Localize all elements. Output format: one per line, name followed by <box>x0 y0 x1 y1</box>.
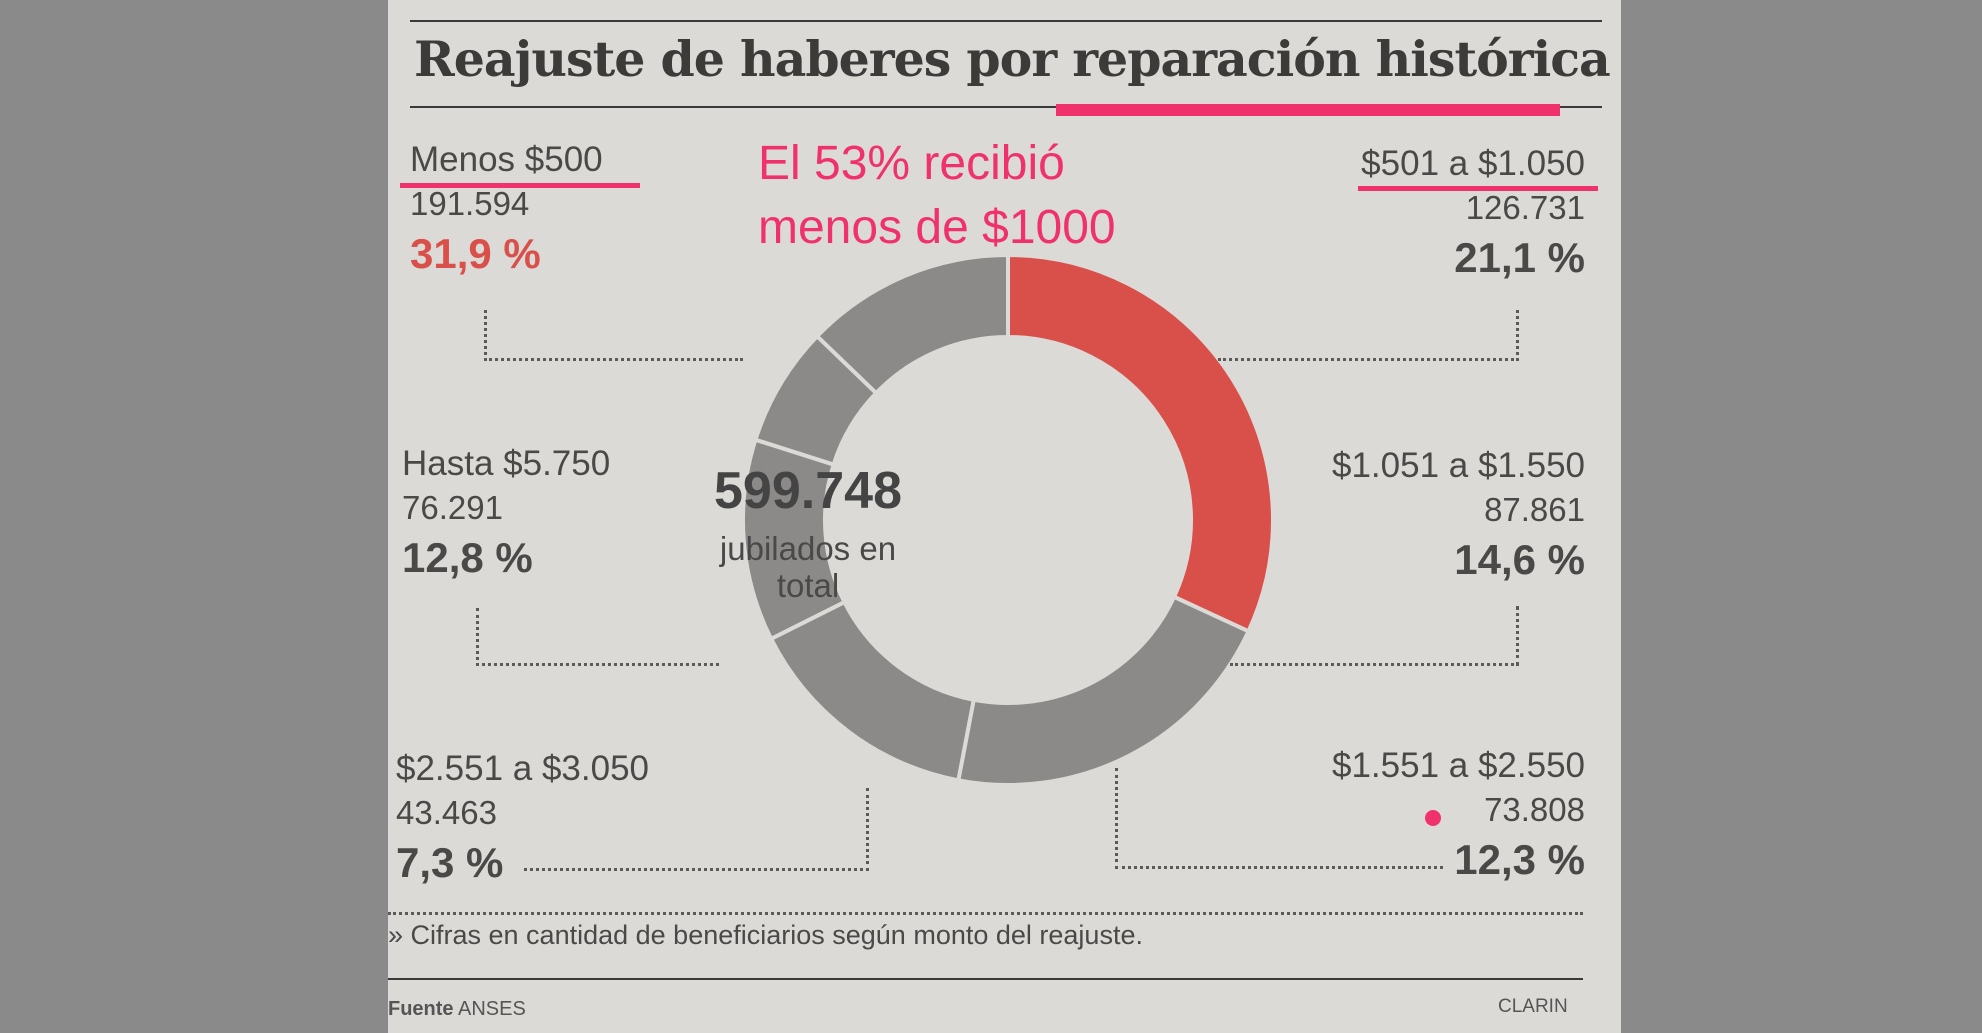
label-menos-500: Menos $500 191.594 31,9 % <box>410 138 603 282</box>
donut-slice-1 <box>956 594 1252 787</box>
credit: CLARIN <box>1498 996 1568 1017</box>
slice-pct: 14,6 % <box>1454 536 1585 583</box>
source-label: Fuente <box>388 998 454 1020</box>
footnote: » Cifras en cantidad de beneficiarios se… <box>388 920 1143 950</box>
annotation-line-2: menos de $1000 <box>758 201 1116 254</box>
label-underline-right <box>1358 186 1598 191</box>
donut-slice-5 <box>814 252 1010 396</box>
title-rule <box>410 106 1602 108</box>
leader-line-bottom-left <box>524 788 869 871</box>
title-part-1: Reajuste de haberes por <box>414 30 1057 88</box>
donut-chart <box>741 252 1275 787</box>
slice-pct: 12,3 % <box>1454 836 1585 883</box>
label-hasta-5750: Hasta $5.750 76.291 12,8 % <box>402 442 610 586</box>
slice-count: 191.594 <box>410 185 530 222</box>
slice-label: $2.551 a $3.050 <box>396 749 650 788</box>
label-2551-3050: $2.551 a $3.050 43.463 7,3 % <box>396 747 649 891</box>
slice-count: 76.291 <box>402 489 503 526</box>
label-1051-1550: $1.051 a $1.550 87.861 14,6 % <box>1332 444 1585 588</box>
slice-count: 126.731 <box>1465 189 1585 226</box>
pink-dot-marker <box>1425 810 1441 826</box>
leader-line-bottom-right <box>1115 768 1443 869</box>
chart-title: Reajuste de haberes por reparación histó… <box>414 30 1611 100</box>
annotation-line-1: El 53% recibió <box>758 137 1065 190</box>
title-highlight-underline <box>1056 104 1560 116</box>
footer-rule <box>388 978 1583 980</box>
slice-pct: 31,9 % <box>410 230 541 277</box>
top-rule <box>410 20 1602 22</box>
slice-count: 73.808 <box>1484 791 1585 828</box>
slice-pct: 21,1 % <box>1454 234 1585 281</box>
slice-label: $1.051 a $1.550 <box>1331 446 1585 485</box>
slice-label: Menos $500 <box>410 140 603 179</box>
center-caption: jubilados en total <box>708 530 908 604</box>
slice-count: 87.861 <box>1484 491 1585 528</box>
center-line-1: jubilados en <box>719 530 897 567</box>
center-total: 599.748 <box>714 462 902 520</box>
slice-pct: 7,3 % <box>396 839 504 886</box>
leader-line-top-left <box>484 310 743 361</box>
slice-label: Hasta $5.750 <box>402 444 611 483</box>
center-line-2: total <box>776 567 840 604</box>
label-501-1050: $501 a $1.050 126.731 21,1 % <box>1361 142 1585 286</box>
slice-count: 43.463 <box>396 794 497 831</box>
slice-label: $1.551 a $2.550 <box>1331 746 1585 785</box>
label-1551-2550: $1.551 a $2.550 73.808 12,3 % <box>1332 744 1585 888</box>
leader-line-mid-left <box>476 608 719 666</box>
donut-slice-2 <box>768 599 977 783</box>
infographic: Reajuste de haberes por reparación histó… <box>388 0 1621 1033</box>
leader-line-top-right <box>1218 310 1519 361</box>
leader-line-mid-right <box>1230 606 1519 666</box>
title-part-2: reparación histórica <box>1072 30 1611 88</box>
label-underline-left <box>400 183 640 188</box>
annotation: El 53% recibió menos de $1000 <box>758 132 1116 260</box>
source: Fuente ANSES <box>388 998 526 1021</box>
slice-label: $501 a $1.050 <box>1361 144 1585 183</box>
donut-slice-0 <box>1006 252 1275 634</box>
source-value: ANSES <box>458 998 526 1020</box>
footer-dotted-rule <box>388 912 1583 915</box>
slice-pct: 12,8 % <box>402 534 533 581</box>
